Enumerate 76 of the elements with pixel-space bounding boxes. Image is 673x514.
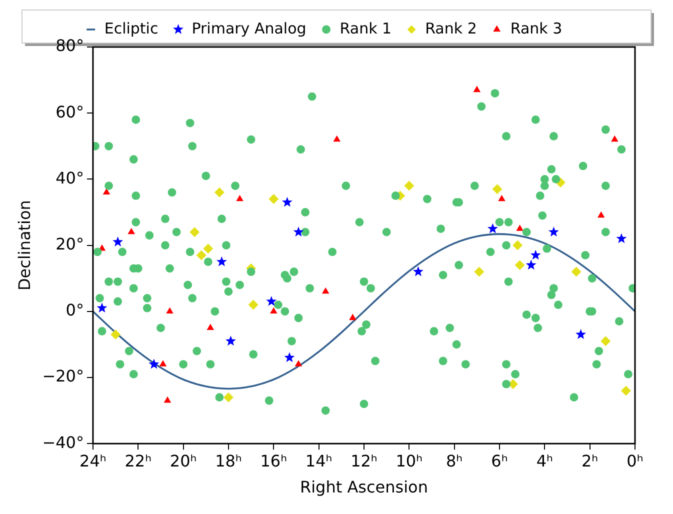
point bbox=[266, 296, 277, 306]
point bbox=[216, 256, 227, 266]
x-tick-label: 24ʰ bbox=[80, 451, 106, 470]
point bbox=[512, 240, 523, 250]
y-tick-label: 0° bbox=[66, 300, 84, 320]
legend-label: Rank 3 bbox=[510, 19, 562, 38]
point bbox=[473, 86, 481, 92]
point bbox=[110, 330, 121, 340]
point bbox=[597, 211, 605, 218]
point bbox=[128, 228, 135, 234]
point bbox=[526, 260, 536, 270]
x-tick-label: 4ʰ bbox=[536, 451, 553, 470]
legend-label: Ecliptic bbox=[104, 19, 158, 38]
x-axis-title: Right Ascension bbox=[300, 478, 428, 497]
point bbox=[349, 314, 356, 320]
point bbox=[498, 194, 506, 202]
y-tick-label: −40° bbox=[42, 432, 84, 452]
point bbox=[576, 329, 586, 339]
point bbox=[611, 135, 618, 142]
point bbox=[196, 250, 206, 260]
point bbox=[268, 194, 279, 204]
point bbox=[474, 266, 484, 277]
y-tick-label: −20° bbox=[42, 366, 84, 386]
y-tick-label: 40° bbox=[56, 168, 84, 188]
point bbox=[412, 266, 424, 276]
point bbox=[214, 187, 224, 198]
point bbox=[96, 302, 108, 313]
point bbox=[248, 300, 258, 310]
x-tick-label: 12ʰ bbox=[350, 451, 378, 470]
x-tick-label: 14ʰ bbox=[305, 451, 332, 470]
point bbox=[571, 266, 582, 277]
point bbox=[293, 226, 304, 237]
point bbox=[294, 360, 302, 366]
point bbox=[600, 336, 611, 346]
y-axis-title: Declination bbox=[14, 200, 34, 291]
point bbox=[404, 180, 414, 191]
point bbox=[102, 188, 110, 195]
y-tick-label: 20° bbox=[56, 234, 84, 254]
point bbox=[223, 392, 234, 402]
point bbox=[548, 226, 559, 237]
x-tick-label: 2ʰ bbox=[582, 451, 598, 470]
point bbox=[616, 233, 627, 244]
point bbox=[166, 307, 174, 314]
point bbox=[270, 307, 278, 314]
point bbox=[159, 360, 167, 366]
point bbox=[492, 184, 502, 194]
point bbox=[620, 386, 631, 396]
point bbox=[516, 224, 524, 231]
point bbox=[530, 250, 541, 260]
legend-label: Rank 1 bbox=[340, 19, 392, 38]
point bbox=[226, 336, 236, 346]
point bbox=[148, 358, 160, 369]
x-tick-label: 10ʰ bbox=[396, 451, 423, 470]
point bbox=[284, 352, 295, 362]
point bbox=[206, 324, 214, 330]
point bbox=[203, 244, 214, 254]
legend-label: Primary Analog bbox=[192, 19, 306, 38]
x-tick-label: 8ʰ bbox=[446, 451, 463, 470]
y-tick-label: 80° bbox=[56, 36, 84, 56]
point bbox=[322, 287, 330, 294]
x-tick-label: 16ʰ bbox=[260, 451, 288, 470]
point bbox=[514, 260, 525, 270]
legend-label: Rank 2 bbox=[425, 19, 477, 38]
point bbox=[282, 196, 292, 207]
x-tick-label: 22ʰ bbox=[124, 451, 152, 470]
point bbox=[164, 396, 172, 403]
y-tick-label: 60° bbox=[56, 102, 84, 122]
x-tick-label: 0ʰ bbox=[626, 451, 644, 470]
point bbox=[236, 194, 244, 202]
point bbox=[487, 223, 498, 234]
x-tick-label: 20ʰ bbox=[170, 451, 197, 470]
point bbox=[112, 236, 124, 246]
x-tick-label: 6ʰ bbox=[491, 451, 508, 470]
x-tick-label: 18ʰ bbox=[215, 451, 242, 470]
point bbox=[333, 135, 341, 142]
point bbox=[190, 227, 200, 238]
